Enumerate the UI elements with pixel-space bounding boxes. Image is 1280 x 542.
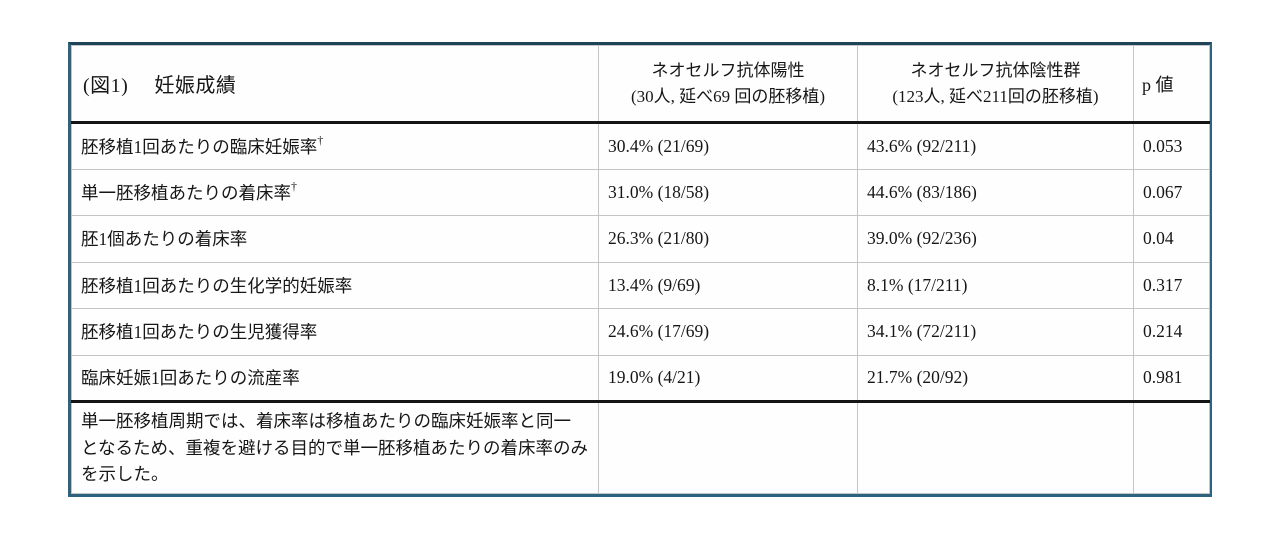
value-p: 0.981 [1133, 354, 1210, 404]
value-positive: 31.0% (18/58) [598, 168, 858, 217]
value-negative: 43.6% (92/211) [857, 122, 1134, 170]
value-positive: 19.0% (4/21) [598, 354, 858, 404]
footnote-text: 単一胚移植周期では、着床率は移植あたりの臨床妊娠率と同一となるため、重複を避ける… [71, 401, 599, 494]
table-row-miscarriage-rate: 臨床妊娠1回あたりの流産率 19.0% (4/21) 21.7% (20/92)… [71, 354, 1210, 404]
results-table-frame: (図1) 妊娠成績 ネオセルフ抗体陽性 (30人, 延べ69 回の胚移植) ネオ… [68, 42, 1212, 497]
value-negative: 34.1% (72/211) [857, 308, 1134, 356]
value-negative: 39.0% (92/236) [857, 215, 1134, 263]
footnote-row: 単一胚移植周期では、着床率は移植あたりの臨床妊娠率と同一となるため、重複を避ける… [71, 401, 1210, 494]
value-p: 0.04 [1133, 215, 1210, 263]
dagger-mark: † [317, 132, 324, 147]
value-negative: 8.1% (17/211) [857, 261, 1134, 310]
empty-cell [1133, 401, 1210, 494]
column-header-p-value: p 値 [1133, 45, 1210, 124]
column-header-positive-line1: ネオセルフ抗体陽性 [651, 61, 805, 80]
row-label: 臨床妊娠1回あたりの流産率 [71, 354, 599, 404]
value-positive: 26.3% (21/80) [598, 215, 858, 263]
dagger-mark: † [291, 178, 297, 193]
column-header-antibody-negative: ネオセルフ抗体陰性群 (123人, 延べ211回の胚移植) [857, 45, 1134, 124]
row-label: 胚移植1回あたりの生児獲得率 [71, 308, 599, 356]
table-row-per-embryo-implantation-rate: 胚1個あたりの着床率 26.3% (21/80) 39.0% (92/236) … [71, 215, 1210, 263]
value-p: 0.067 [1133, 168, 1210, 217]
table-footer: 単一胚移植周期では、着床率は移植あたりの臨床妊娠率と同一となるため、重複を避ける… [71, 401, 1210, 494]
value-positive: 24.6% (17/69) [598, 308, 858, 356]
row-label: 胚移植1回あたりの生化学的妊娠率 [71, 261, 599, 310]
row-label: 胚移植1回あたりの臨床妊娠率† [71, 122, 599, 170]
row-label: 単一胚移植あたりの着床率† [71, 168, 599, 217]
value-p: 0.317 [1133, 261, 1210, 310]
column-header-antibody-positive: ネオセルフ抗体陽性 (30人, 延べ69 回の胚移植) [598, 45, 858, 124]
value-negative: 44.6% (83/186) [857, 168, 1134, 217]
row-label: 胚1個あたりの着床率 [71, 215, 599, 263]
value-positive: 13.4% (9/69) [598, 261, 858, 310]
value-p: 0.214 [1133, 308, 1210, 356]
table-row-biochemical-pregnancy-rate: 胚移植1回あたりの生化学的妊娠率 13.4% (9/69) 8.1% (17/2… [71, 261, 1210, 310]
table-row-clinical-pregnancy-rate: 胚移植1回あたりの臨床妊娠率† 30.4% (21/69) 43.6% (92/… [71, 122, 1210, 170]
table-row-single-transfer-implantation-rate: 単一胚移植あたりの着床率† 31.0% (18/58) 44.6% (83/18… [71, 168, 1210, 217]
column-header-positive-line2: (30人, 延べ69 回の胚移植) [630, 86, 826, 106]
pregnancy-results-table: (図1) 妊娠成績 ネオセルフ抗体陽性 (30人, 延べ69 回の胚移植) ネオ… [71, 45, 1210, 494]
empty-cell [857, 401, 1134, 494]
value-positive: 30.4% (21/69) [598, 122, 858, 170]
table-title: (図1) 妊娠成績 [71, 45, 599, 124]
table-header: (図1) 妊娠成績 ネオセルフ抗体陽性 (30人, 延べ69 回の胚移植) ネオ… [71, 45, 1210, 124]
table-row-live-birth-rate: 胚移植1回あたりの生児獲得率 24.6% (17/69) 34.1% (72/2… [71, 308, 1210, 356]
table-body: 胚移植1回あたりの臨床妊娠率† 30.4% (21/69) 43.6% (92/… [71, 122, 1210, 404]
column-header-negative-line2: (123人, 延べ211回の胚移植) [892, 86, 1099, 106]
empty-cell [598, 401, 858, 494]
value-negative: 21.7% (20/92) [857, 354, 1134, 404]
value-p: 0.053 [1133, 122, 1210, 170]
column-header-negative-line1: ネオセルフ抗体陰性群 [910, 61, 1081, 80]
header-row: (図1) 妊娠成績 ネオセルフ抗体陽性 (30人, 延べ69 回の胚移植) ネオ… [71, 45, 1210, 124]
